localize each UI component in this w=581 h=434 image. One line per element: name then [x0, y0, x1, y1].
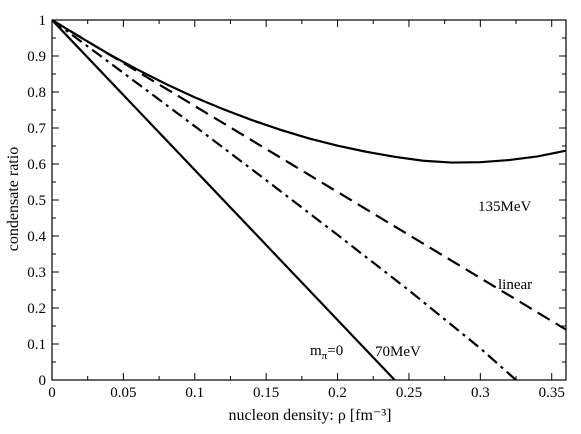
x-tick-label: 0.2 [328, 385, 347, 401]
series-label-m-pi-0: mπ=0 [310, 343, 343, 362]
x-axis-label: nucleon density: ρ [fm⁻³] [229, 407, 392, 424]
ticks: 0 0.05 0.1 0.15 0.2 0.25 0.3 0.35 0 0.1 0.2 0.3 0.4 0… [27, 13, 566, 401]
x-tick-label: 0.3 [471, 385, 490, 401]
series-label-linear: linear [498, 277, 532, 293]
x-tick-label: 0.05 [110, 385, 136, 401]
y-axis-label: condensate ratio [5, 147, 22, 251]
series-label-eq-zero: =0 [327, 343, 343, 359]
x-tick-label: 0 [48, 385, 56, 401]
y-tick-label: 0.7 [27, 121, 46, 137]
y-tick-label: 0.5 [27, 193, 46, 209]
y-tick-label: 0.2 [27, 301, 46, 317]
x-tick-label: 0.35 [539, 385, 565, 401]
series-label-pi-subscript: π [322, 350, 328, 362]
y-tick-label: 0.9 [27, 49, 46, 65]
series-label-135mev: 135MeV [478, 199, 531, 215]
y-tick-label: 0.4 [27, 229, 46, 245]
series-line-2 [52, 20, 517, 380]
series-line-1 [52, 20, 566, 331]
y-tick-label: 0 [39, 373, 47, 389]
y-tick-label: 0.3 [27, 265, 46, 281]
x-tick-label: 0.15 [253, 385, 279, 401]
series-label-70mev: 70MeV [375, 344, 421, 360]
x-tick-label: 0.1 [185, 385, 204, 401]
series-line-0 [52, 20, 566, 164]
x-tick-label: 0.25 [396, 385, 422, 401]
y-tick-label: 0.6 [27, 157, 46, 173]
y-tick-label: 0.8 [27, 85, 46, 101]
y-tick-label: 0.1 [27, 337, 46, 353]
series-line-3 [52, 20, 396, 380]
y-tick-label: 1 [39, 13, 47, 29]
series-group [52, 20, 566, 380]
series-label-m: m [310, 343, 322, 359]
